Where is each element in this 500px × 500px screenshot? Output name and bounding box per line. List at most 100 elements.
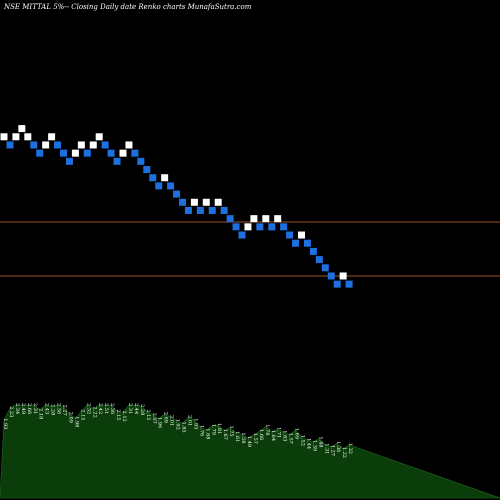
volume-label: 1.63 [282,430,288,441]
volume-label: 1.36 [335,441,341,452]
renko-brick-down [327,272,335,280]
volume-label: 1.71 [276,427,282,438]
volume-label: 2.09 [67,412,73,423]
volume-label: 2.42 [97,403,103,414]
renko-brick-up [42,141,50,149]
volume-label: 1.78 [264,424,270,435]
renko-brick-up [95,133,103,141]
renko-brick-down [155,182,163,190]
renko-brick-up [12,133,20,141]
renko-brick-up [24,133,32,141]
volume-label: 2.07 [151,413,157,424]
volume-label: 1.67 [222,429,228,440]
renko-brick-down [30,141,38,149]
volume-label: 2.01 [169,415,175,426]
volume-label: 1.57 [252,433,258,444]
renko-brick-down [101,141,109,149]
volume-label: 1.93 [2,418,8,429]
volume-label: 1.58 [240,432,246,443]
volume-label: 1.64 [270,430,276,441]
volume-label: 2.15 [79,409,85,420]
renko-brick-down [137,157,145,165]
renko-brick-up [190,198,198,206]
renko-brick-down [167,182,175,190]
renko-brick-up [262,215,270,223]
volume-label: 1.81 [216,423,222,434]
volume-label: 2.32 [85,403,91,414]
renko-brick-down [179,198,186,206]
renko-brick-down [280,223,288,231]
volume-area [0,404,500,499]
renko-brick-down [226,215,234,223]
renko-brick-down [184,206,192,214]
volume-label: 1.52 [300,435,306,446]
renko-brick-down [333,280,341,288]
volume-labels: 1.932.23 2.34 2.49 2.66 2.31 2.18 2.43 2.28 2.36… [2,403,353,458]
renko-brick-up [161,174,169,182]
renko-brick-down [321,264,329,272]
volume-label: 1.61 [234,431,240,442]
volume-label: 2.27 [62,405,68,416]
volume-label: 1.48 [317,436,323,447]
renko-brick-up [214,198,222,206]
renko-brick-down [113,157,121,165]
renko-brick-down [238,231,246,239]
volume-label: 2.18 [38,408,44,419]
renko-brick-up [250,215,258,223]
renko-brick-up [244,223,252,231]
renko-brick-down [36,149,44,157]
volume-label: 2.01 [186,415,192,426]
volume-label: 2.51 [103,403,109,414]
renko-brick-up [298,231,305,239]
volume-label: 2.49 [20,403,26,414]
volume-label: 1.39 [311,440,317,451]
volume-label: 1.79 [210,424,216,435]
renko-brick-up [274,215,282,223]
renko-brick-down [309,247,317,255]
renko-brick-up [77,141,85,149]
renko-brick-up [48,133,56,141]
volume-panel [0,404,500,499]
renko-brick-down [196,206,204,214]
renko-brick-down [220,206,228,214]
volume-label: 1.44 [305,438,311,449]
renko-brick-down [143,166,151,174]
renko-brick-down [83,149,91,157]
renko-brick-down [54,141,62,149]
renko-brick-up [18,125,26,133]
volume-label: 1.76 [198,425,204,436]
renko-brick-up [339,272,347,280]
volume-label: 2.28 [50,404,56,415]
volume-label: 1.92 [175,419,181,430]
volume-label: 1.27 [329,445,335,456]
volume-label: 1.69 [294,428,300,439]
renko-brick-down [149,174,157,182]
volume-label: 1.98 [73,416,79,427]
volume-label: 1.49 [246,436,252,447]
volume-label: 2.12 [121,411,127,422]
volume-label: 1.57 [288,433,294,444]
volume-label: 2.22 [91,407,97,418]
volume-label: 2.36 [56,403,62,414]
renko-brick-up [71,149,79,157]
renko-brick-up [125,141,133,149]
renko-brick-up [119,149,127,157]
volume-label: 2.43 [44,403,50,414]
volume-label: 2.15 [145,409,151,420]
volume-label: 2.15 [115,409,121,420]
volume-label: 2.31 [32,403,38,414]
volume-label: 1.68 [204,428,210,439]
volume-label: 2.36 [109,403,115,414]
renko-brick-down [286,231,294,239]
renko-brick-up [202,198,210,206]
renko-brick-down [6,141,14,149]
renko-brick-down [268,223,276,231]
renko-brick-down [65,157,73,165]
renko-brick-down [60,149,67,157]
renko-brick-down [208,206,216,214]
volume-label: 1.96 [157,417,163,428]
volume-label: 1.66 [258,429,264,440]
volume-label: 2.44 [133,403,139,414]
renko-brick-up [89,141,97,149]
